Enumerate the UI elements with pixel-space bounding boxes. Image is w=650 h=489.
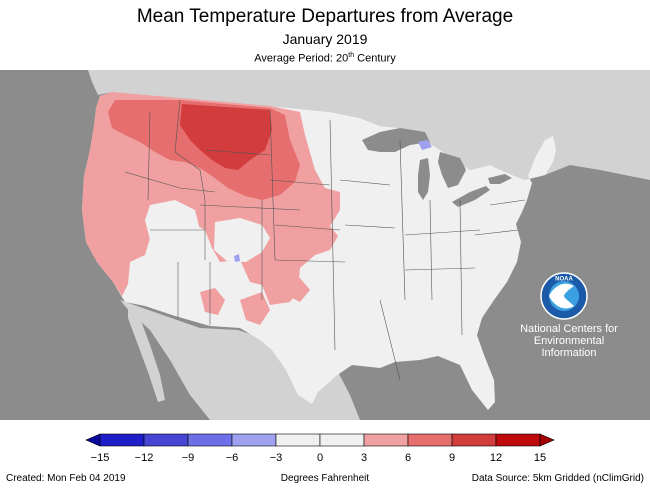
legend-swatch [495,433,541,447]
legend-arrow-warm [539,433,555,447]
noaa-logo-text: NOAA [555,277,573,283]
us-temperature-map [0,70,650,420]
period-suffix: Century [354,52,396,65]
ncei-line-1: National Centers for [520,323,618,335]
legend-swatch [275,433,321,447]
lake-huron [438,152,466,188]
lake-ontario [488,174,512,184]
data-source: Data Source: 5km Gridded (nClimGrid) [471,473,644,484]
lake-michigan [418,158,430,200]
legend-swatch [363,433,409,447]
ncei-line-2: Environmental [533,335,605,347]
legend-colorbar [85,433,555,447]
lake-erie [452,186,490,207]
near-normal-colorado [214,218,270,262]
ncei-label: National Centers for Environmental Infor… [519,323,619,359]
legend-tick-label: 12 [489,452,503,464]
created-date: Created: Mon Feb 04 2019 [6,473,126,484]
legend-tick-label: 9 [448,452,456,464]
near-normal-great-basin [145,200,200,262]
legend-tick-label: −6 [225,452,239,464]
canada-land [88,70,650,180]
legend-tick-label: −15 [90,452,110,464]
legend-tick-label: −3 [269,452,283,464]
period-prefix: Average Period: 20 [254,52,349,65]
legend-tick-label: 15 [533,452,547,464]
legend-tick-label: −9 [181,452,195,464]
legend-tick-label: 0 [316,452,324,464]
period-superscript: th [348,52,355,59]
state-borders [124,99,526,381]
lake-superior [362,128,430,152]
legend-arrow-cold [85,433,101,447]
legend-swatch [143,433,189,447]
cool-3-6-patch-colorado [234,254,240,262]
average-period: Average Period: 20th Century [0,52,650,65]
legend-tick-label: 3 [360,452,368,464]
ncei-line-3: Information [541,347,597,359]
legend-tick-label: 6 [404,452,412,464]
cool-3-6-patch-upper-michigan [418,140,432,150]
warm-3-6-patch-texas [285,278,310,302]
legend-units: Degrees Fahrenheit [280,473,370,484]
legend-swatch [451,433,497,447]
warm-3-6-patch-newmexico [240,292,270,325]
noaa-logo: NOAA [540,272,588,320]
legend-swatch [231,433,277,447]
warm-3-6-patch-southwest [200,288,225,315]
legend-swatch [99,433,145,447]
legend-swatch [319,433,365,447]
legend-swatch [187,433,233,447]
legend-tick-label: −12 [134,452,154,464]
legend-swatch [407,433,453,447]
map-title: Mean Temperature Departures from Average [136,6,514,27]
baja-peninsula [128,303,165,402]
map-subtitle: January 2019 [282,31,368,47]
